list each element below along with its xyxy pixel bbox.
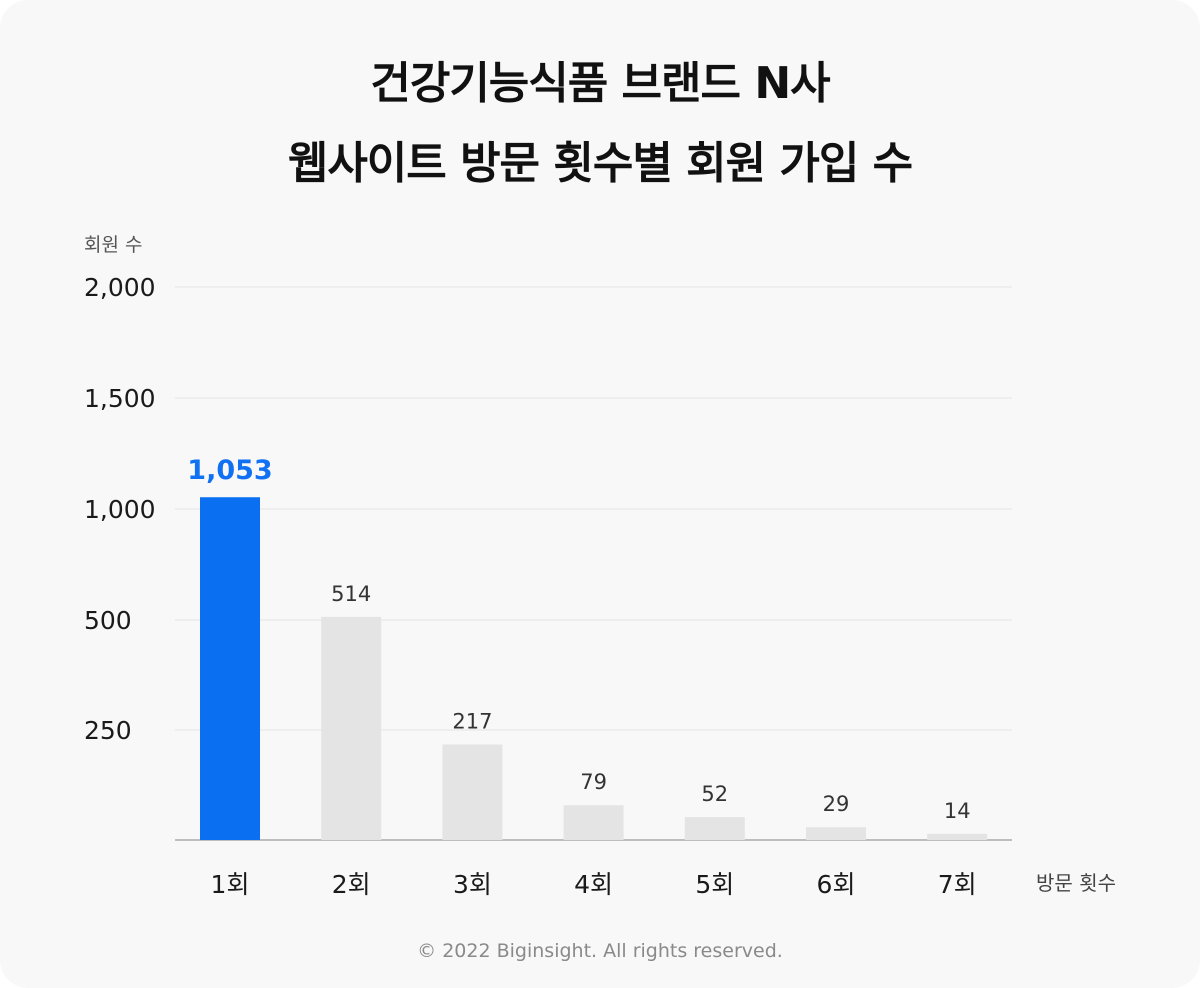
bar-4 (563, 805, 624, 840)
bar-value-label-6: 29 (823, 792, 850, 816)
chart-title-line1: 건강기능식품 브랜드 N사 (370, 58, 830, 109)
bar-1 (200, 497, 260, 840)
y-tick-label-1000: 1,000 (84, 495, 156, 524)
y-tick-label-500: 500 (84, 606, 132, 635)
y-tick-label-250: 250 (84, 716, 132, 745)
x-tick-label-5: 5회 (695, 870, 734, 899)
bar-3 (442, 744, 503, 840)
x-tick-label-3: 3회 (453, 870, 492, 899)
bar-value-label-7: 14 (944, 799, 971, 823)
y-tick-label-1500: 1,500 (84, 384, 156, 413)
bar-value-label-1: 1,053 (187, 455, 272, 486)
copyright-footer: © 2022 Biginsight. All rights reserved. (417, 940, 783, 962)
y-tick-label-2000: 2,000 (84, 273, 156, 302)
bar-value-label-4: 79 (580, 770, 607, 794)
bar-2 (321, 616, 382, 840)
x-tick-label-4: 4회 (574, 870, 613, 899)
bar-value-label-3: 217 (452, 710, 492, 734)
y-axis-label: 회원 수 (84, 234, 143, 256)
x-axis-label: 방문 횟수 (1036, 871, 1116, 895)
chart-title-line2: 웹사이트 방문 횟수별 회원 가입 수 (287, 138, 913, 189)
x-tick-label-1: 1회 (211, 870, 250, 899)
bar-6 (806, 827, 866, 840)
x-tick-label-6: 6회 (817, 870, 856, 899)
x-tick-label-2: 2회 (332, 870, 371, 899)
x-tick-label-7: 7회 (938, 870, 977, 899)
bar-5 (684, 817, 745, 840)
bar-value-label-2: 514 (331, 582, 371, 606)
bar-value-label-5: 52 (701, 782, 728, 806)
bar-7 (927, 833, 988, 840)
